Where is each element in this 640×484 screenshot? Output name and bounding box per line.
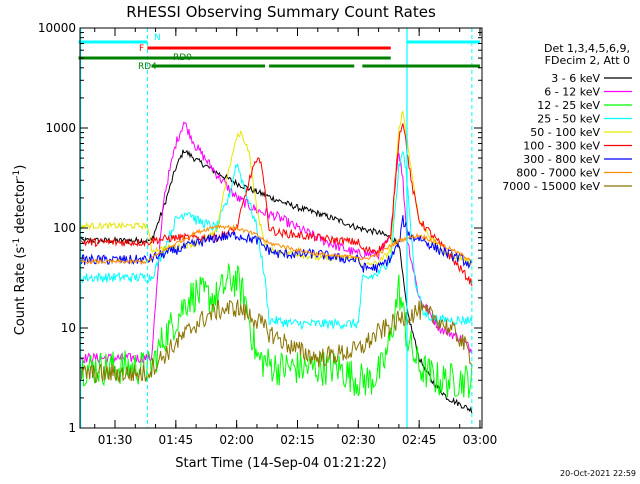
plot-area: [80, 28, 473, 428]
legend-entry-label-1: 6 - 12 keV: [544, 86, 600, 99]
y-axis-label-mid: detector: [13, 178, 28, 238]
series-line-100-300-kev: [80, 123, 473, 287]
legend-header-0: Det 1,3,4,5,6,9,: [544, 42, 630, 55]
series-line-800-7000-kev: [80, 223, 473, 265]
x-tick-label-0: 01:30: [98, 433, 133, 447]
series-line-7000-15000-kev: [80, 299, 473, 384]
series-line-300-800-kev: [80, 215, 473, 273]
y-axis-label-sup2: -1: [12, 170, 22, 179]
legend-entry-label-3: 25 - 50 keV: [537, 113, 600, 126]
legend-entry-label-5: 100 - 300 keV: [523, 140, 600, 153]
y-axis-label-main: Count Rate (s: [13, 247, 28, 336]
footer-timestamp: 20-Oct-2021 22:59: [560, 469, 636, 478]
y-tick-label-2: 100: [53, 221, 76, 235]
y-axis-label-sup1: -1: [12, 238, 22, 247]
y-axis-label-end: ): [13, 165, 28, 170]
y-tick-label-4: 10000: [38, 21, 76, 35]
x-tick-label-6: 03:00: [463, 433, 498, 447]
legend-header-1: FDecim 2, Att 0: [545, 54, 630, 67]
x-axis-label: Start Time (14-Sep-04 01:21:22): [175, 456, 386, 471]
x-tick-label-3: 02:15: [280, 433, 315, 447]
legend-entry-label-2: 12 - 25 keV: [537, 99, 600, 112]
legend: Det 1,3,4,5,6,9,FDecim 2, Att 0 3 - 6 keV…: [502, 42, 632, 193]
y-tick-label-1: 10: [61, 321, 76, 335]
x-tick-label-5: 02:45: [402, 433, 437, 447]
legend-entry-label-4: 50 - 100 keV: [530, 126, 600, 139]
series-line-25-50-kev: [80, 150, 473, 331]
series-line-3-6-kev: [80, 149, 473, 414]
x-tick-label-1: 01:45: [159, 433, 194, 447]
legend-entry-label-7: 800 - 7000 keV: [516, 167, 600, 180]
y-axis-label: Count Rate (s-1 detector-1): [12, 165, 28, 336]
status-label-rd4: RD4: [138, 62, 157, 72]
x-tick-label-2: 02:00: [219, 433, 254, 447]
status-label-f: F: [139, 44, 144, 54]
chart-title: RHESSI Observing Summary Count Rates: [126, 3, 436, 21]
status-label-rd0: RD0: [173, 53, 192, 63]
y-tick-label-0: 1: [68, 421, 76, 435]
y-tick-label-3: 1000: [45, 121, 76, 135]
legend-entry-label-6: 300 - 800 keV: [523, 153, 600, 166]
legend-entry-label-8: 7000 - 15000 keV: [502, 180, 600, 193]
legend-entry-label-0: 3 - 6 keV: [551, 72, 600, 85]
x-tick-label-4: 02:30: [341, 433, 376, 447]
status-label-n: N: [154, 33, 161, 43]
